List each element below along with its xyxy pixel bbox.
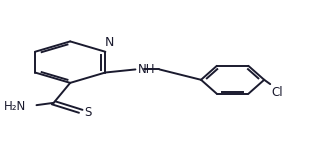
Text: N: N xyxy=(104,36,114,49)
Text: NH: NH xyxy=(138,63,155,76)
Text: Cl: Cl xyxy=(272,86,283,99)
Text: H₂N: H₂N xyxy=(4,100,27,113)
Text: S: S xyxy=(84,106,92,119)
